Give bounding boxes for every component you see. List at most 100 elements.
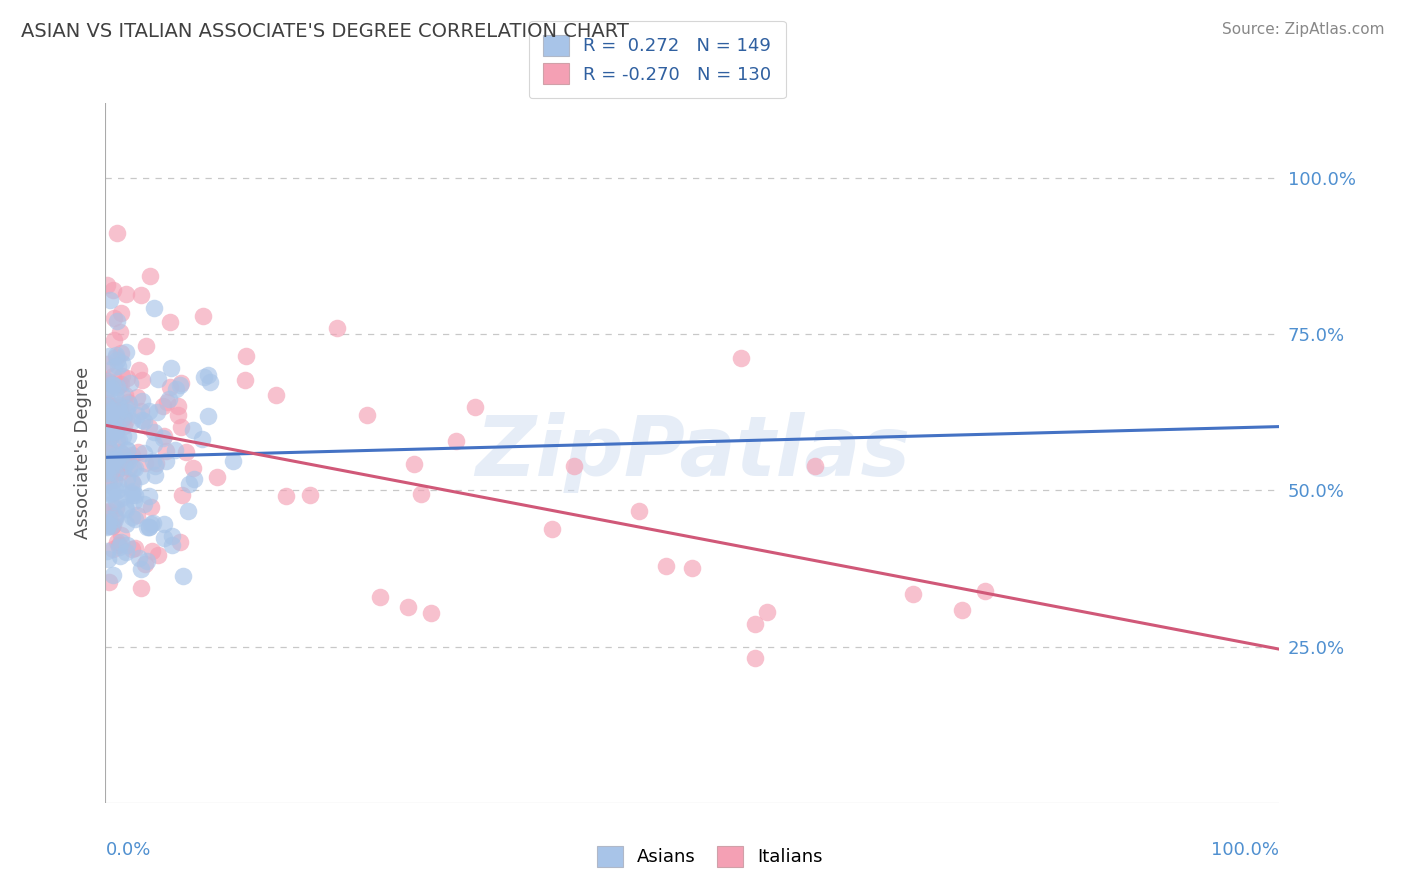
- Point: [145, 456, 167, 470]
- Point: [132, 415, 155, 429]
- Point: [103, 450, 125, 464]
- Point: [117, 395, 139, 409]
- Point: [101, 568, 124, 582]
- Point: [628, 504, 651, 518]
- Point: [98, 293, 121, 307]
- Point: [118, 396, 141, 410]
- Point: [122, 461, 145, 475]
- Point: [174, 445, 197, 459]
- Point: [131, 394, 153, 409]
- Point: [326, 320, 349, 334]
- Point: [139, 517, 162, 532]
- Point: [97, 374, 120, 388]
- Point: [104, 512, 127, 526]
- Point: [155, 444, 177, 458]
- Point: [108, 400, 131, 414]
- Point: [146, 548, 169, 562]
- Point: [121, 448, 143, 462]
- Point: [183, 472, 205, 486]
- Point: [96, 423, 118, 437]
- Point: [950, 603, 973, 617]
- Point: [98, 383, 121, 397]
- Point: [136, 520, 159, 534]
- Point: [118, 376, 141, 390]
- Point: [101, 378, 124, 392]
- Point: [207, 470, 229, 484]
- Point: [98, 430, 121, 444]
- Point: [165, 443, 187, 458]
- Point: [117, 370, 139, 384]
- Point: [101, 283, 124, 297]
- Point: [101, 402, 124, 417]
- Point: [166, 399, 188, 413]
- Point: [142, 437, 165, 451]
- Point: [114, 450, 136, 464]
- Point: [404, 457, 426, 471]
- Point: [103, 310, 125, 325]
- Point: [105, 380, 128, 394]
- Point: [221, 454, 243, 468]
- Point: [103, 405, 125, 419]
- Point: [540, 522, 562, 536]
- Point: [98, 485, 121, 500]
- Point: [108, 444, 131, 458]
- Point: [100, 497, 122, 511]
- Point: [160, 537, 183, 551]
- Point: [274, 489, 297, 503]
- Point: [142, 516, 165, 530]
- Point: [132, 446, 155, 460]
- Point: [153, 531, 176, 545]
- Point: [101, 368, 124, 383]
- Point: [181, 423, 204, 437]
- Point: [803, 458, 825, 473]
- Point: [96, 417, 118, 431]
- Point: [562, 458, 585, 473]
- Point: [155, 453, 177, 467]
- Point: [156, 394, 179, 409]
- Point: [104, 348, 127, 362]
- Point: [101, 519, 124, 533]
- Point: [107, 537, 129, 551]
- Point: [145, 458, 167, 473]
- Point: [131, 373, 153, 387]
- Point: [103, 452, 125, 467]
- Point: [111, 356, 134, 370]
- Point: [159, 392, 181, 407]
- Point: [112, 459, 135, 474]
- Point: [122, 476, 145, 491]
- Point: [127, 445, 149, 459]
- Point: [143, 468, 166, 483]
- Point: [105, 418, 128, 433]
- Point: [96, 519, 118, 533]
- Point: [101, 517, 124, 532]
- Point: [298, 488, 321, 502]
- Point: [96, 518, 118, 533]
- Point: [138, 520, 160, 534]
- Point: [197, 409, 219, 423]
- Point: [97, 416, 120, 430]
- Point: [138, 403, 160, 417]
- Point: [105, 454, 128, 468]
- Point: [730, 351, 752, 365]
- Point: [110, 527, 132, 541]
- Point: [122, 493, 145, 508]
- Point: [134, 558, 156, 572]
- Point: [124, 541, 146, 555]
- Point: [104, 509, 127, 524]
- Point: [103, 452, 125, 467]
- Point: [139, 269, 162, 284]
- Point: [101, 453, 124, 467]
- Point: [97, 552, 120, 566]
- Point: [117, 428, 139, 442]
- Point: [112, 418, 135, 433]
- Point: [105, 483, 128, 498]
- Point: [152, 429, 174, 443]
- Point: [128, 363, 150, 377]
- Y-axis label: Associate's Degree: Associate's Degree: [73, 367, 91, 539]
- Point: [107, 359, 129, 374]
- Point: [97, 443, 120, 458]
- Point: [141, 544, 163, 558]
- Point: [121, 542, 143, 557]
- Point: [98, 461, 121, 475]
- Point: [131, 287, 153, 301]
